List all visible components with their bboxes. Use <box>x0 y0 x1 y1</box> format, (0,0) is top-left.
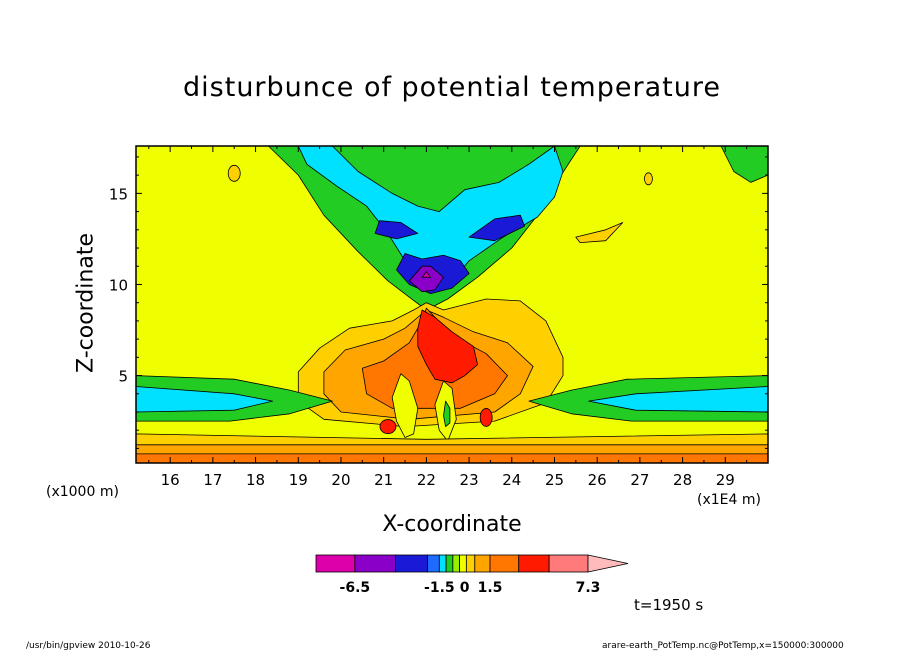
x-tick-label: 25 <box>545 471 564 489</box>
contour-yellow-streak-left <box>391 373 419 438</box>
contour-magenta-core <box>421 271 431 278</box>
colorbar-segment <box>315 554 356 573</box>
x-axis-label-text: X-coordinate <box>382 512 522 537</box>
time-label: t=1950 s <box>634 596 704 614</box>
contour-cyan-band-right <box>588 386 768 413</box>
colorbar-segment <box>427 554 440 573</box>
colorbar-segment <box>518 554 550 573</box>
footer-right: arare-earth_PotTemp.nc@PotTemp,x=150000:… <box>602 641 844 651</box>
colorbar: -6.5 -1.5 0 1.5 7.3 <box>315 554 629 596</box>
contour-green-right-corner <box>720 146 768 183</box>
contour-green-streak <box>443 400 451 427</box>
colorbar-segment <box>459 554 467 573</box>
contour-band-red <box>136 453 768 463</box>
colorbar-label: 7.3 <box>576 580 601 596</box>
colorbar-label: 1.5 <box>478 580 503 596</box>
colorbar-segment <box>489 554 520 573</box>
x-tick-label: 18 <box>246 471 265 489</box>
colorbar-segment <box>452 554 461 573</box>
x-tick-label: 27 <box>630 471 649 489</box>
x-tick-label: 16 <box>161 471 180 489</box>
x-tick-label: 20 <box>331 471 350 489</box>
colorbar-segment <box>395 554 428 573</box>
colorbar-label: 0 <box>460 580 470 596</box>
x-tick-label: 21 <box>374 471 393 489</box>
contour-purple-core <box>408 265 444 293</box>
x-tick-label: 26 <box>588 471 607 489</box>
y-tick-label: 10 <box>109 276 128 294</box>
contour-cyan-band-left <box>136 386 273 413</box>
colorbar-segment <box>438 554 447 573</box>
contour-fills <box>136 146 768 463</box>
colorbar-segment <box>465 554 476 573</box>
colorbar-label: -6.5 <box>340 580 371 596</box>
contour-red-blob-right <box>479 408 493 427</box>
colorbar-segment <box>474 554 491 573</box>
colorbar-segment <box>445 554 454 573</box>
axis-ticks: 16 17 18 19 20 21 22 23 24 25 26 27 28 29 5 10 15 <box>109 146 768 489</box>
y-axis-unit: (x1000 m) <box>46 484 119 500</box>
x-axis-unit: (x1E4 m) <box>697 492 761 508</box>
x-tick-label: 23 <box>460 471 479 489</box>
contour-blue-right-lobe <box>468 214 525 242</box>
y-tick-label: 5 <box>118 368 128 386</box>
contour-blue-left-lobe <box>374 220 419 240</box>
x-tick-label: 22 <box>417 471 436 489</box>
colorbar-segment <box>354 554 396 573</box>
contour-orange-blob-left <box>227 164 241 182</box>
colorbar-label: -1.5 <box>424 580 455 596</box>
contour-red-blob-left <box>379 419 397 434</box>
x-tick-label: 17 <box>203 471 222 489</box>
plot-frame <box>135 145 769 464</box>
colorbar-extend-arrow <box>587 554 629 573</box>
x-tick-label: 29 <box>716 471 735 489</box>
contour-orange-blob-right <box>644 172 653 186</box>
contour-red-core <box>417 309 478 384</box>
x-tick-label: 28 <box>673 471 692 489</box>
y-axis-label: Z-coordinate <box>73 233 99 373</box>
contour-orange-blob-mid <box>575 222 624 243</box>
x-tick-label: 24 <box>502 471 521 489</box>
chart-title: disturbunce of potential temperature <box>183 72 721 103</box>
colorbar-segment <box>548 554 589 573</box>
y-tick-label: 15 <box>109 185 128 203</box>
footer-left: /usr/bin/gpview 2010-10-26 <box>26 641 151 651</box>
x-tick-label: 19 <box>289 471 308 489</box>
